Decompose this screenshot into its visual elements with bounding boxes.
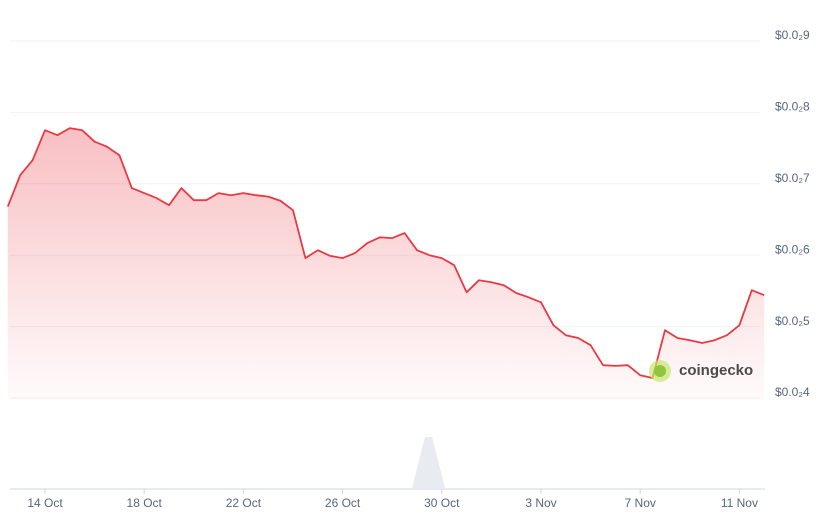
watermark-text: coingecko: [679, 362, 753, 379]
logo-core: [654, 365, 666, 377]
x-tick-label: 22 Oct: [226, 496, 262, 510]
y-tick-label: $0.0₂5: [775, 314, 810, 328]
x-tick-label: 30 Oct: [424, 496, 460, 510]
volume-bar: [412, 437, 445, 488]
y-tick-label: $0.0₂9: [775, 28, 810, 42]
x-tick-label: 7 Nov: [625, 496, 656, 510]
watermark: coingecko: [649, 360, 753, 382]
y-tick-label: $0.0₂8: [775, 100, 810, 114]
plot: [6, 127, 765, 400]
x-tick-label: 11 Nov: [721, 496, 758, 510]
x-tick-label: 18 Oct: [127, 496, 163, 510]
x-tick-label: 14 Oct: [27, 496, 63, 510]
area: [7, 128, 765, 400]
y-tick-label: $0.0₂7: [775, 171, 810, 185]
x-tick-label: 26 Oct: [325, 496, 361, 510]
price-line: [6, 127, 765, 379]
y-tick-label: $0.0₂4: [775, 385, 810, 399]
y-tick-label: $0.0₂6: [775, 242, 810, 256]
x-tick-label: 3 Nov: [525, 496, 556, 510]
